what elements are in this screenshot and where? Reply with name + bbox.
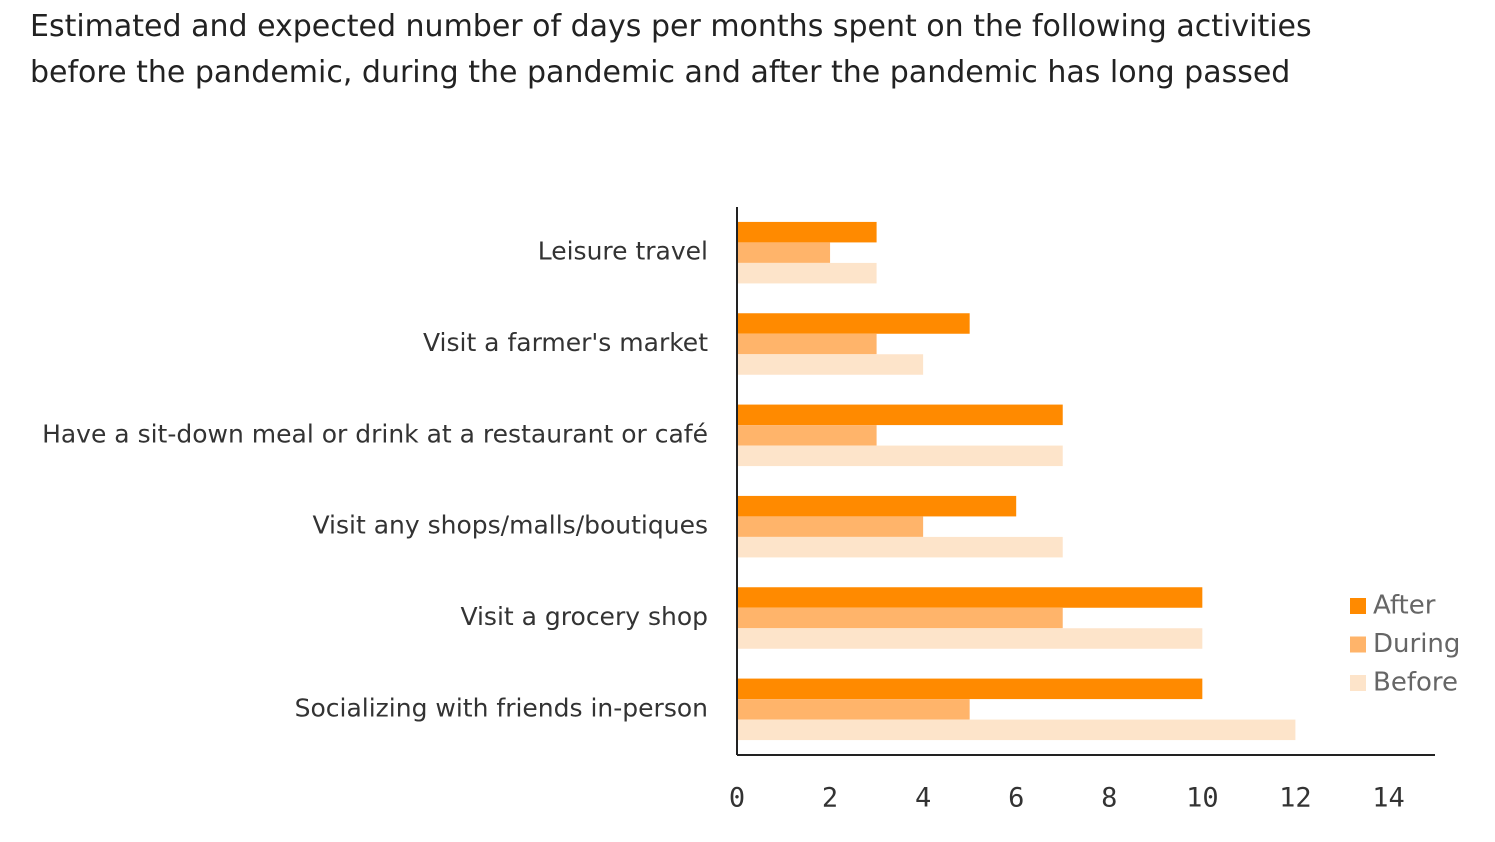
bar xyxy=(737,262,877,284)
x-tick-label: 6 xyxy=(1008,783,1024,814)
bar xyxy=(737,425,877,446)
legend-swatch xyxy=(1350,636,1366,653)
x-tick-label: 8 xyxy=(1101,783,1117,814)
bar xyxy=(737,628,1203,649)
bar xyxy=(737,587,1203,608)
legend-swatch xyxy=(1350,598,1366,614)
bar xyxy=(737,333,877,355)
x-tick-label: 4 xyxy=(915,783,931,814)
bar xyxy=(737,699,970,720)
bar xyxy=(737,354,924,375)
bar xyxy=(737,516,924,537)
bar xyxy=(737,242,831,263)
bar xyxy=(737,495,1017,517)
bar xyxy=(737,678,1203,700)
x-tick-label: 12 xyxy=(1279,783,1312,814)
legend-label: Before xyxy=(1373,668,1458,698)
y-tick-label: Visit a grocery shop xyxy=(460,602,708,631)
bar xyxy=(737,404,1063,426)
y-tick-label: Leisure travel xyxy=(538,237,708,266)
bar xyxy=(737,719,1296,741)
bar xyxy=(737,536,1063,558)
x-tick-label: 0 xyxy=(729,783,745,814)
y-tick-label: Socializing with friends in-person xyxy=(295,693,708,722)
bar xyxy=(737,221,877,243)
y-tick-label: Have a sit-down meal or drink at a resta… xyxy=(42,419,708,448)
bar xyxy=(737,445,1063,467)
chart-title: Estimated and expected number of days pe… xyxy=(30,9,1312,90)
legend-swatch xyxy=(1350,675,1366,691)
bar xyxy=(737,607,1063,629)
y-tick-label: Visit any shops/malls/boutiques xyxy=(313,511,709,540)
x-tick-label: 10 xyxy=(1186,783,1219,814)
y-tick-label: Visit a farmer's market xyxy=(423,328,708,357)
bar xyxy=(737,313,970,334)
legend-label: During xyxy=(1373,629,1460,659)
legend-label: After xyxy=(1373,591,1436,621)
x-tick-label: 2 xyxy=(822,783,838,814)
x-tick-label: 14 xyxy=(1372,783,1405,814)
